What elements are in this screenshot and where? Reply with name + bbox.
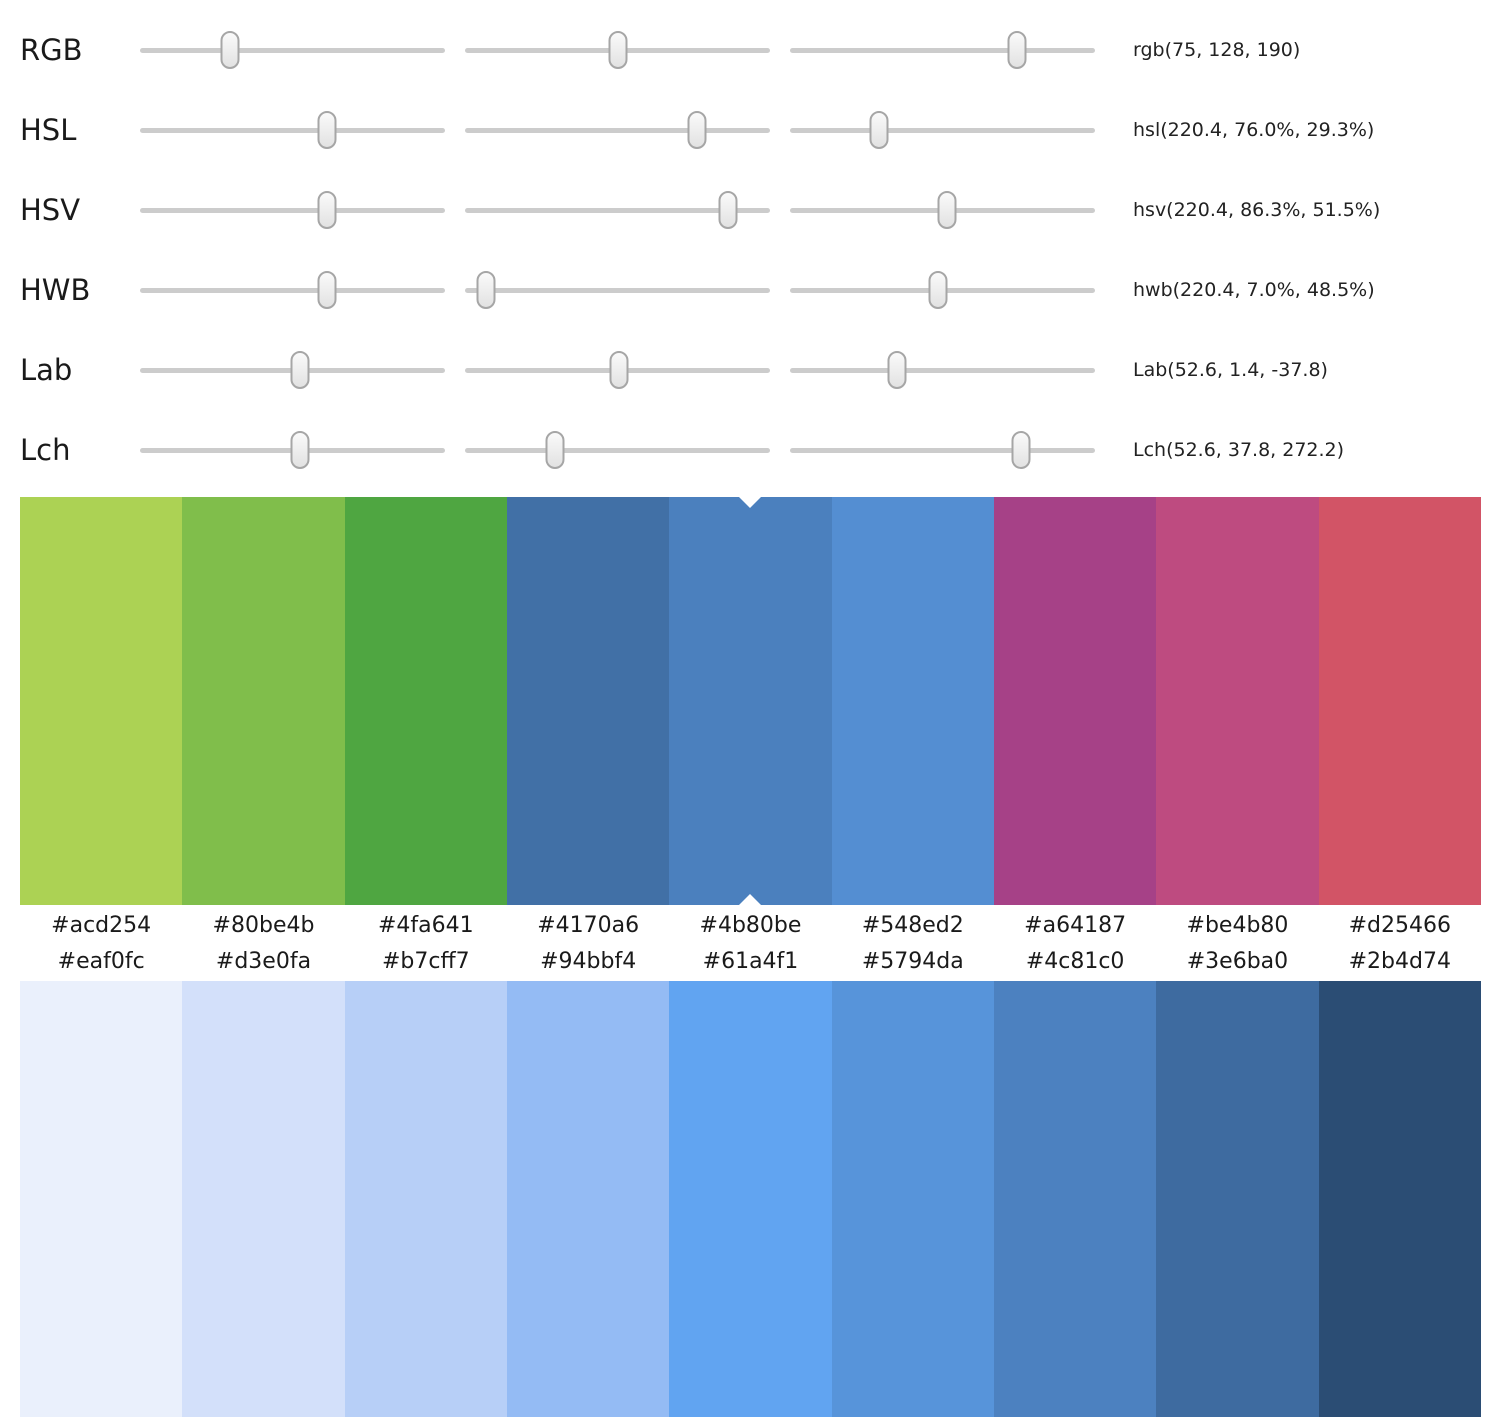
slider-track-1[interactable] (140, 31, 445, 69)
slider-row-hwb: HWB hwb(220.4, 7.0%, 48.5%) (20, 250, 1501, 330)
color-swatch-94bbf4[interactable] (506, 981, 670, 1417)
slider-row-hsv: HSV hsv(220.4, 86.3%, 51.5%) (20, 170, 1501, 250)
slider-track-3[interactable] (790, 111, 1095, 149)
colorspace-label: HSL (20, 113, 77, 147)
slider-row-hsl: HSL hsl(220.4, 76.0%, 29.3%) (20, 90, 1501, 170)
slider-thumb-1[interactable] (317, 271, 337, 309)
color-swatch-2b4d74[interactable] (1318, 981, 1481, 1417)
color-value-text: hsv(220.4, 86.3%, 51.5%) (1133, 199, 1381, 221)
color-swatch-3e6ba0[interactable] (1156, 981, 1319, 1417)
hex-label-80be4b: #80be4b (212, 913, 315, 938)
hex-label-row-variations: #acd254 #80be4b #4fa641 #4170a6 #4b80be … (20, 905, 1481, 945)
color-swatch-4fa641[interactable] (344, 497, 507, 905)
hex-label-94bbf4: #94bbf4 (540, 949, 637, 974)
slider-thumb-2[interactable] (718, 191, 738, 229)
hex-label-a64187: #a64187 (1024, 913, 1127, 938)
color-value-text: Lch(52.6, 37.8, 272.2) (1133, 439, 1345, 461)
slider-row-rgb: RGB rgb(75, 128, 190) (20, 10, 1501, 90)
slider-track-3[interactable] (790, 351, 1095, 389)
colorspace-label: RGB (20, 33, 83, 67)
colorspace-label: Lch (20, 433, 71, 467)
slider-track-1[interactable] (140, 111, 445, 149)
color-swatch-d3e0fa[interactable] (182, 981, 345, 1417)
color-value-text: hsl(220.4, 76.0%, 29.3%) (1133, 119, 1375, 141)
selected-notch-top-icon (739, 497, 762, 508)
color-value-text: hwb(220.4, 7.0%, 48.5%) (1133, 279, 1375, 301)
color-swatch-b7cff7[interactable] (344, 981, 507, 1417)
slider-thumb-2[interactable] (476, 271, 496, 309)
palette-strip-shades (20, 981, 1481, 1417)
color-swatch-d25466[interactable] (1318, 497, 1481, 905)
hex-label-eaf0fc: #eaf0fc (57, 949, 145, 974)
color-swatch-61a4f1[interactable] (669, 981, 832, 1417)
slider-track-3[interactable] (790, 191, 1095, 229)
slider-thumb-2[interactable] (608, 31, 628, 69)
hex-label-4b80be: #4b80be (699, 913, 802, 938)
colorspace-label: HSV (20, 193, 81, 227)
slider-row-lch: Lch Lch(52.6, 37.8, 272.2) (20, 410, 1501, 490)
hex-label-d3e0fa: #d3e0fa (215, 949, 312, 974)
slider-thumb-2[interactable] (609, 351, 629, 389)
hex-label-d25466: #d25466 (1348, 913, 1451, 938)
color-swatch-a64187[interactable] (993, 497, 1157, 905)
slider-track-2[interactable] (465, 191, 770, 229)
slider-track-2[interactable] (465, 431, 770, 469)
slider-thumb-3[interactable] (1011, 431, 1031, 469)
slider-thumb-2[interactable] (687, 111, 707, 149)
hex-label-2b4d74: #2b4d74 (1348, 949, 1451, 974)
hex-label-row-shades: #eaf0fc #d3e0fa #b7cff7 #94bbf4 #61a4f1 … (20, 945, 1481, 981)
color-swatch-4170a6[interactable] (506, 497, 670, 905)
slider-track-2[interactable] (465, 111, 770, 149)
selected-notch-bottom-icon (739, 894, 762, 905)
hex-label-4170a6: #4170a6 (537, 913, 640, 938)
slider-track-1[interactable] (140, 191, 445, 229)
hex-label-4c81c0: #4c81c0 (1025, 949, 1125, 974)
slider-thumb-3[interactable] (887, 351, 907, 389)
colorspace-label: HWB (20, 273, 91, 307)
slider-thumb-1[interactable] (290, 431, 310, 469)
slider-thumb-3[interactable] (869, 111, 889, 149)
hex-label-4fa641: #4fa641 (377, 913, 474, 938)
hex-label-548ed2: #548ed2 (861, 913, 964, 938)
hex-label-3e6ba0: #3e6ba0 (1186, 949, 1289, 974)
color-swatch-4b80be[interactable] (669, 497, 832, 905)
slider-track-1[interactable] (140, 431, 445, 469)
color-swatch-4c81c0[interactable] (993, 981, 1157, 1417)
slider-thumb-2[interactable] (545, 431, 565, 469)
slider-track-2[interactable] (465, 351, 770, 389)
slider-thumb-3[interactable] (937, 191, 957, 229)
color-value-text: rgb(75, 128, 190) (1133, 39, 1301, 61)
color-swatch-5794da[interactable] (831, 981, 994, 1417)
hex-label-b7cff7: #b7cff7 (381, 949, 470, 974)
hex-label-5794da: #5794da (861, 949, 964, 974)
slider-thumb-1[interactable] (220, 31, 240, 69)
slider-row-lab: Lab Lab(52.6, 1.4, -37.8) (20, 330, 1501, 410)
palette-strip-variations (20, 497, 1481, 905)
color-swatch-548ed2[interactable] (831, 497, 994, 905)
slider-track-2[interactable] (465, 31, 770, 69)
slider-track-1[interactable] (140, 271, 445, 309)
slider-thumb-3[interactable] (928, 271, 948, 309)
color-swatch-80be4b[interactable] (182, 497, 345, 905)
hex-label-61a4f1: #61a4f1 (702, 949, 799, 974)
slider-thumb-1[interactable] (317, 111, 337, 149)
slider-thumb-1[interactable] (317, 191, 337, 229)
slider-track-3[interactable] (790, 31, 1095, 69)
color-swatch-be4b80[interactable] (1156, 497, 1319, 905)
color-swatch-eaf0fc[interactable] (20, 981, 183, 1417)
slider-track-2[interactable] (465, 271, 770, 309)
slider-thumb-1[interactable] (290, 351, 310, 389)
slider-track-1[interactable] (140, 351, 445, 389)
color-swatch-acd254[interactable] (20, 497, 183, 905)
slider-track-3[interactable] (790, 271, 1095, 309)
hex-label-be4b80: #be4b80 (1186, 913, 1289, 938)
colorspace-label: Lab (20, 353, 73, 387)
slider-thumb-3[interactable] (1007, 31, 1027, 69)
color-slider-panel: RGB rgb(75, 128, 190) HSL hsl(220.4, 76.… (0, 0, 1501, 490)
hex-label-acd254: #acd254 (51, 913, 152, 938)
color-value-text: Lab(52.6, 1.4, -37.8) (1133, 359, 1328, 381)
slider-track-3[interactable] (790, 431, 1095, 469)
